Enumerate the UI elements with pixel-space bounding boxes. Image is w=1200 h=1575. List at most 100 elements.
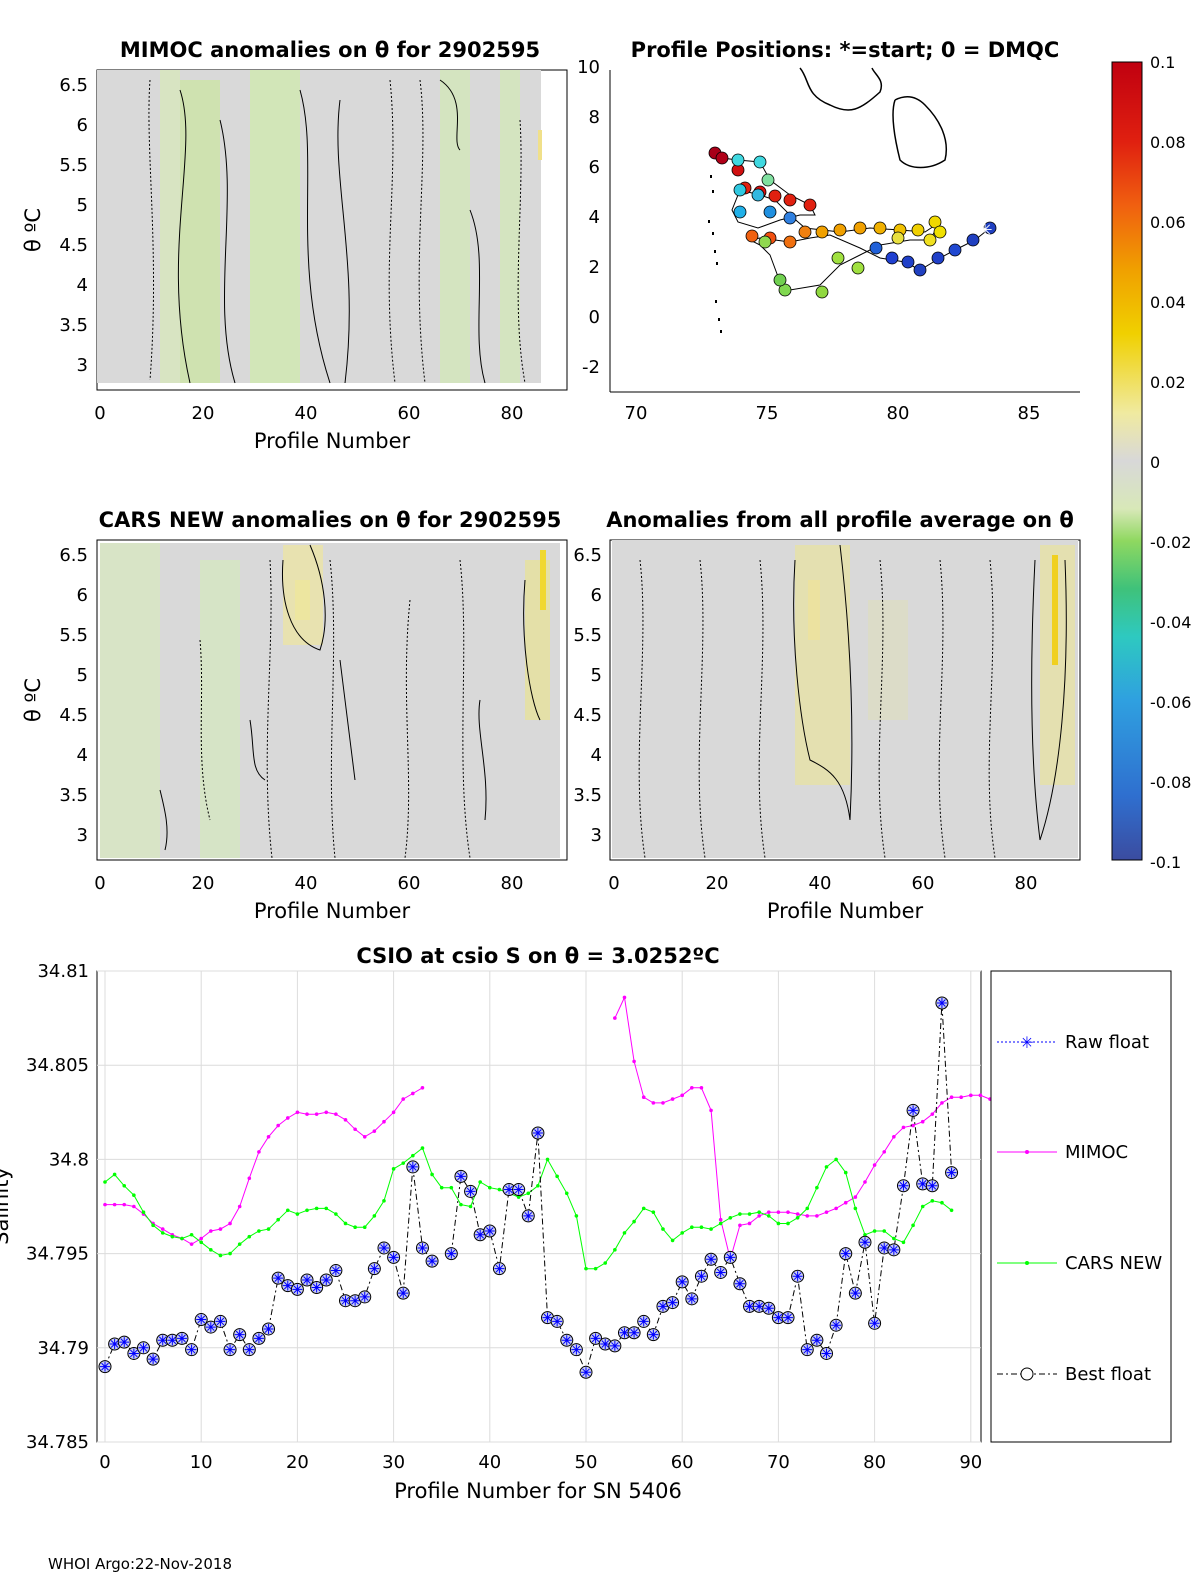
raw-float-point (225, 1344, 236, 1355)
cars-new-point (334, 1212, 338, 1216)
cars-new-point (276, 1217, 280, 1222)
positions-xticks: 70 75 80 85 (625, 403, 1041, 424)
positions-title: Profile Positions: *=start; 0 = DMQC (631, 38, 1060, 62)
positions-panel: Profile Positions: *=start; 0 = DMQC (577, 38, 1080, 424)
raw-float-point (523, 1210, 534, 1221)
mimoc-point (757, 1214, 761, 1218)
mimoc-point (690, 1086, 694, 1090)
cars-ylabel: θ ºC (21, 678, 45, 722)
raw-float-point (840, 1248, 851, 1259)
cars-new-point (478, 1180, 482, 1184)
raw-float-point (263, 1323, 274, 1334)
mimoc-point (815, 1214, 819, 1218)
mimoc-panel: MIMOC anomalies on θ for 2902595 6.5 6 5… (21, 38, 568, 453)
mimoc-ytick: 6.5 (59, 75, 88, 96)
cars-new-point (122, 1183, 127, 1188)
cars-new-point (834, 1157, 838, 1162)
mimoc-point (305, 1112, 309, 1116)
cars-new-point (151, 1223, 155, 1228)
raw-float-point (821, 1348, 832, 1359)
cars-new-point (382, 1199, 386, 1203)
series-line-best-float (104, 1166, 433, 1367)
mimoc-point (122, 1202, 127, 1207)
mimoc-point (959, 1095, 963, 1100)
allavg-ytick: 6 (591, 585, 602, 606)
x-tick-label: 30 (382, 1452, 405, 1473)
cars-new-point (786, 1221, 790, 1226)
allavg-xticks: 0 20 40 60 80 (608, 873, 1037, 894)
mimoc-point (940, 1101, 944, 1105)
raw-float-point (378, 1242, 389, 1253)
x-tick-label: 20 (286, 1452, 309, 1473)
allavg-xlabel: Profile Number (767, 899, 924, 923)
y-tick-label: 34.8 (49, 1149, 89, 1170)
mimoc-point (670, 1097, 675, 1101)
mimoc-point (882, 1150, 887, 1154)
mimoc-point (189, 1242, 194, 1246)
colorbar-tick: 0 (1150, 453, 1160, 472)
cars-new-point (641, 1206, 646, 1211)
cars-new-point (872, 1229, 877, 1233)
raw-float-point (253, 1333, 264, 1344)
allavg-xtick: 60 (912, 873, 935, 894)
mimoc-point (930, 1112, 935, 1116)
cars-new-point (526, 1191, 531, 1196)
raw-float-point (398, 1288, 409, 1299)
raw-float-point (205, 1322, 216, 1333)
raw-float-point (561, 1335, 572, 1346)
positions-xtick: 70 (625, 403, 648, 424)
cars-new-point (555, 1174, 559, 1179)
mimoc-xtick: 60 (398, 403, 421, 424)
raw-float-point (369, 1263, 380, 1274)
x-tick-label: 40 (478, 1452, 501, 1473)
cars-new-point (863, 1232, 867, 1237)
cars-new-point (718, 1221, 723, 1226)
cars-new-point (815, 1185, 819, 1190)
colorbar-tick: -0.1 (1150, 853, 1181, 872)
raw-float-point (321, 1274, 332, 1285)
grid (97, 970, 981, 1443)
mimoc-point (391, 1110, 396, 1115)
mimoc-point (199, 1236, 203, 1241)
cars-new-point (613, 1248, 617, 1252)
mimoc-ytick: 5 (77, 195, 88, 216)
positions-ytick: 8 (589, 107, 600, 128)
cars-ytick: 5.5 (59, 625, 88, 646)
raw-float-point (196, 1314, 207, 1325)
raw-float-point (465, 1186, 476, 1197)
cars-new-point (882, 1229, 887, 1233)
raw-float-point (657, 1301, 668, 1312)
chart-ylabel: Salinity (0, 1167, 13, 1245)
mimoc-point (872, 1163, 877, 1167)
chart-series (98, 995, 1079, 1379)
raw-float-point (581, 1367, 591, 1378)
mimoc-point (411, 1091, 415, 1096)
allavg-ytick: 4.5 (573, 705, 602, 726)
mimoc-xtick: 0 (94, 403, 105, 424)
mimoc-point (805, 1214, 810, 1218)
mimoc-xtick: 80 (501, 403, 524, 424)
mimoc-point (709, 1108, 713, 1113)
legend-mimoc-marker (1025, 1150, 1029, 1154)
raw-float-point (484, 1225, 495, 1236)
raw-float-point (571, 1344, 582, 1355)
dmqc-markers (708, 175, 722, 333)
raw-float-point (330, 1265, 341, 1276)
mimoc-point (680, 1093, 684, 1098)
raw-float-point (350, 1295, 361, 1306)
raw-float-point (311, 1282, 322, 1293)
raw-float-point (879, 1242, 890, 1253)
allavg-panel: Anomalies from all profile average on θ … (573, 508, 1081, 923)
cars-new-point (362, 1225, 367, 1230)
raw-float-point (715, 1267, 726, 1278)
raw-float-point (532, 1128, 543, 1139)
cars-xtick: 0 (94, 873, 105, 894)
cars-new-point (228, 1251, 232, 1256)
cars-new-point (651, 1210, 656, 1214)
cars-new-point (805, 1206, 810, 1211)
raw-float-point (869, 1318, 880, 1329)
cars-new-point (295, 1212, 300, 1216)
cars-new-point (257, 1229, 261, 1233)
x-tick-label: 70 (767, 1452, 790, 1473)
